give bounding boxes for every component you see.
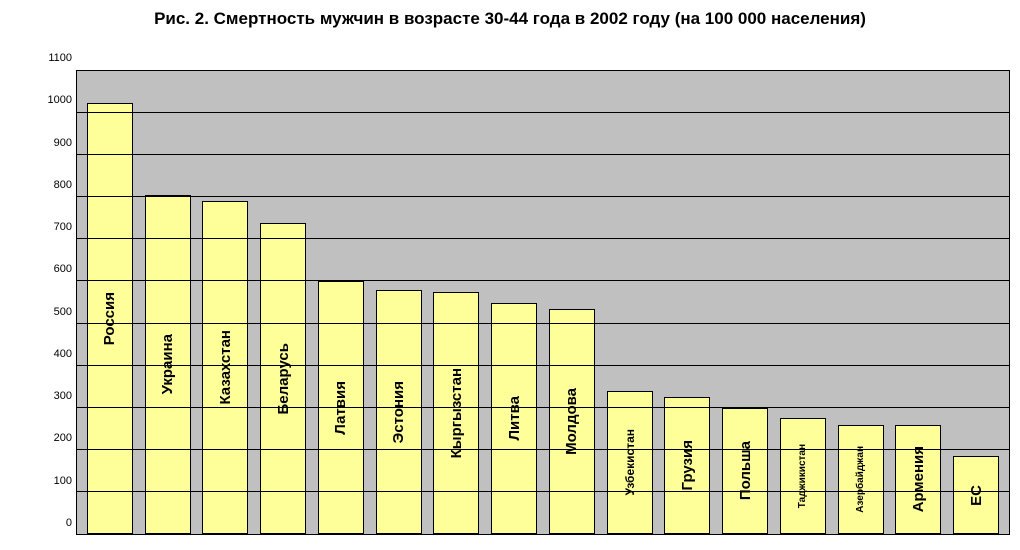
gridline [77,365,1009,366]
bar: Азербайджан [838,425,884,534]
y-tick-label: 600 [54,263,72,275]
bar: Беларусь [260,223,306,534]
bar-label: Литва [506,396,523,440]
y-tick-label: 500 [54,306,72,318]
y-tick-label: 400 [54,348,72,360]
bar-label: Беларусь [275,343,292,415]
bar-slot: Таджикистан [774,71,832,534]
bar-slot: Грузия [659,71,717,534]
bar-label: Кыргызстан [448,368,465,458]
bar: Таджикистан [780,418,826,534]
y-tick-label: 100 [54,475,72,487]
bar-slot: ЕС [947,71,1005,534]
y-tick-label: 700 [54,221,72,233]
bar-label: ЕС [968,485,985,506]
chart-title: Рис. 2. Смертность мужчин в возрасте 30-… [0,0,1020,34]
bar-label: Таджикистан [797,444,808,508]
plot-area: Россия Украина Казахстан Беларусь Латвия Эсто… [76,70,1010,535]
bar: Узбекистан [607,391,653,534]
y-tick-label: 800 [54,179,72,191]
plot-wrap: 010020030040050060070080090010001100 Рос… [40,70,1010,535]
y-tick-label: 900 [54,137,72,149]
gridline [77,154,1009,155]
bar-slot: Беларусь [254,71,312,534]
bar-slot: Узбекистан [601,71,659,534]
bar-label: Россия [101,292,118,345]
bar-label: Молдова [563,388,580,455]
bar: ЕС [953,456,999,534]
bar-label: Казахстан [217,330,234,405]
bar-slot: Россия [81,71,139,534]
bar: Россия [87,103,133,534]
chart-container: Рис. 2. Смертность мужчин в возрасте 30-… [0,0,1020,550]
bar: Кыргызстан [433,292,479,534]
bar: Литва [491,303,537,535]
bar-slot: Молдова [543,71,601,534]
gridline [77,449,1009,450]
gridline [77,112,1009,113]
bar-slot: Польша [716,71,774,534]
bars-group: Россия Украина Казахстан Беларусь Латвия Эсто… [77,71,1009,534]
bar-slot: Литва [485,71,543,534]
bar-slot: Эстония [370,71,428,534]
y-tick-label: 300 [54,390,72,402]
bar-label: Армения [910,446,927,512]
gridline [77,323,1009,324]
bar-slot: Кыргызстан [428,71,486,534]
gridline [77,238,1009,239]
bar-label: Эстония [390,381,407,443]
bar: Польша [722,408,768,534]
bar-label: Узбекистан [623,429,637,495]
bar-label: Азербайджан [855,446,866,513]
y-axis: 010020030040050060070080090010001100 [40,70,76,535]
bar: Грузия [664,397,710,534]
bar: Латвия [318,281,364,534]
gridline [77,491,1009,492]
bar: Эстония [376,290,422,534]
bar-slot: Казахстан [197,71,255,534]
bar-slot: Азербайджан [832,71,890,534]
y-tick-label: 1000 [48,94,72,106]
bar: Армения [895,425,941,534]
bar-slot: Латвия [312,71,370,534]
gridline [77,407,1009,408]
bar-slot: Армения [890,71,948,534]
y-tick-label: 1100 [48,52,72,64]
gridline [77,280,1009,281]
y-tick-label: 0 [66,517,72,529]
bar: Казахстан [202,201,248,534]
bar: Молдова [549,309,595,534]
gridline [77,196,1009,197]
bar-slot: Украина [139,71,197,534]
y-tick-label: 200 [54,432,72,444]
